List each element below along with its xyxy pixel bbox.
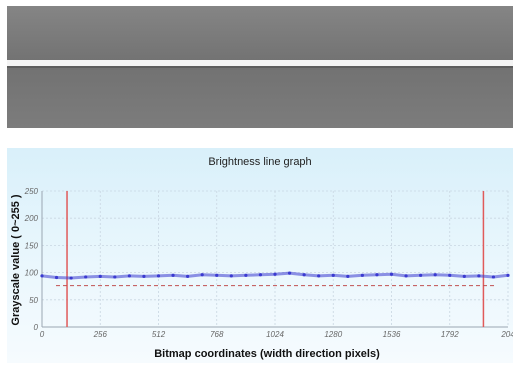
- data-point: [113, 275, 117, 279]
- data-point: [433, 273, 437, 277]
- data-point: [448, 273, 452, 277]
- data-point: [229, 274, 233, 278]
- data-point: [346, 274, 350, 279]
- data-point: [462, 274, 466, 279]
- data-point: [331, 273, 335, 277]
- x-tick-label: 1792: [441, 330, 459, 339]
- data-point: [389, 272, 394, 276]
- data-point: [491, 275, 496, 279]
- x-tick-label: 1024: [266, 330, 284, 339]
- camera-image-strip: [7, 6, 513, 128]
- x-tick-label: 1536: [383, 330, 401, 339]
- data-point: [171, 273, 175, 277]
- strip-upper-region: [7, 6, 513, 60]
- x-axis-label: Bitmap coordinates (width direction pixe…: [154, 348, 380, 360]
- chart-title: Brightness line graph: [208, 156, 311, 168]
- data-point: [287, 271, 292, 275]
- data-point: [419, 273, 423, 277]
- y-tick-label: 50: [29, 296, 38, 305]
- y-axis-label: Grayscale value ( 0~255 ): [10, 194, 22, 326]
- x-tick-label: 1280: [324, 330, 342, 339]
- data-point: [54, 275, 59, 280]
- y-tick-label: 0: [34, 323, 39, 332]
- data-point: [98, 274, 102, 279]
- data-point: [127, 274, 131, 278]
- data-point: [142, 274, 146, 279]
- x-tick-label: 512: [152, 330, 166, 339]
- brightness-chart-panel: Brightness line graph 0 256 512 768 1024 1280…: [7, 148, 513, 363]
- y-tick-label: 100: [25, 269, 39, 278]
- x-tick-label: 256: [93, 330, 108, 339]
- series-layer: [40, 271, 510, 280]
- data-point: [273, 272, 277, 276]
- data-point: [215, 273, 219, 277]
- reference-lines: [56, 191, 494, 327]
- data-point: [156, 274, 161, 278]
- y-tick-label: 200: [24, 214, 39, 223]
- x-tick-label: 768: [210, 330, 224, 339]
- data-point: [69, 276, 73, 280]
- strip-lower-region: [7, 66, 513, 128]
- data-point: [477, 274, 481, 278]
- data-point: [186, 274, 190, 279]
- x-tick-label: 204: [500, 330, 513, 339]
- data-point: [317, 274, 321, 278]
- data-point: [404, 274, 408, 278]
- data-point: [40, 274, 44, 278]
- strip-line-shadow: [7, 66, 513, 68]
- grid-layer: [41, 190, 509, 328]
- strip-bright-line: [7, 60, 513, 66]
- data-point: [302, 273, 306, 277]
- data-point: [200, 273, 204, 277]
- data-point: [258, 273, 263, 277]
- data-point: [375, 273, 379, 277]
- data-point: [506, 273, 510, 277]
- tick-layer: 0 256 512 768 1024 1280 1536 1792 204 0 50 100 150 20…: [24, 187, 513, 339]
- data-point: [84, 275, 88, 279]
- data-point: [244, 273, 248, 277]
- data-point: [360, 273, 364, 277]
- x-tick-label: 0: [40, 330, 45, 339]
- y-tick-label: 250: [24, 187, 39, 196]
- y-tick-label: 150: [25, 241, 39, 250]
- brightness-chart: Brightness line graph 0 256 512 768 1024 1280…: [10, 156, 513, 360]
